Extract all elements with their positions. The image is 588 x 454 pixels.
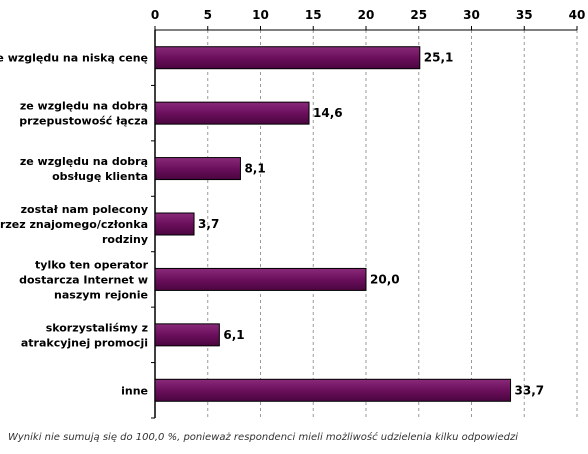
category-label-line: rodziny — [102, 233, 148, 246]
tick-label: 20 — [358, 8, 375, 22]
value-label: 25,1 — [424, 51, 454, 65]
value-label: 33,7 — [515, 383, 545, 397]
category-label-line: inne — [121, 384, 148, 397]
category-label-line: został nam polecony — [21, 203, 148, 216]
value-label: 6,1 — [223, 328, 244, 342]
category-label-line: atrakcyjnej promocji — [21, 336, 148, 349]
category-label-line: obsługę klienta — [52, 170, 148, 183]
category-label-line: ze względu na niską cenę — [0, 52, 148, 65]
tick-label: 15 — [305, 8, 322, 22]
x-axis-ticks: 0 5 10 15 20 25 30 35 40 — [151, 8, 586, 30]
bar — [154, 212, 195, 236]
category-label-line: tylko ten operator — [35, 258, 149, 271]
bar — [154, 101, 310, 125]
category-label-line: przepustowość łącza — [19, 115, 148, 128]
value-label: 14,6 — [313, 106, 343, 120]
category-label-line: ze względu na dobrą — [20, 100, 148, 113]
bar — [154, 157, 241, 181]
category-label: został nam polecony przez znajomego/człon… — [0, 203, 148, 246]
tick-label: 40 — [569, 8, 586, 22]
category-label: skorzystaliśmy z atrakcyjnej promocji — [21, 321, 148, 349]
value-label: 3,7 — [198, 217, 219, 231]
bar — [154, 323, 220, 347]
tick-label: 0 — [151, 8, 159, 22]
category-labels: ze względu na niską cenę ze względu na do… — [0, 52, 149, 398]
value-labels: 25,1 14,6 8,1 3,7 20,0 6,1 33,7 — [198, 51, 544, 398]
bar — [154, 378, 512, 402]
value-label: 20,0 — [370, 272, 400, 286]
category-label: ze względu na dobrą obsługę klienta — [20, 155, 148, 183]
bar — [154, 267, 367, 291]
category-label-line: przez znajomego/członka — [0, 218, 148, 231]
category-label: tylko ten operator dostarcza Internet w na… — [19, 258, 148, 301]
category-label: ze względu na niską cenę — [0, 52, 148, 65]
tick-label: 5 — [204, 8, 212, 22]
tick-label: 10 — [252, 8, 269, 22]
tick-label: 25 — [410, 8, 427, 22]
bars — [154, 46, 512, 402]
category-label: ze względu na dobrą przepustowość łącza — [19, 100, 148, 128]
tick-label: 30 — [463, 8, 480, 22]
bar — [154, 46, 421, 70]
category-label: inne — [121, 384, 148, 397]
tick-label: 35 — [516, 8, 533, 22]
footnote: Wyniki nie sumują się do 100,0 %, poniew… — [8, 432, 519, 443]
gridlines — [207, 30, 578, 418]
category-label-line: skorzystaliśmy z — [46, 321, 148, 334]
category-label-line: naszym rejonie — [54, 288, 148, 301]
category-label-line: dostarcza Internet w — [19, 273, 148, 286]
category-label-line: ze względu na dobrą — [20, 155, 148, 168]
value-label: 8,1 — [244, 162, 265, 176]
